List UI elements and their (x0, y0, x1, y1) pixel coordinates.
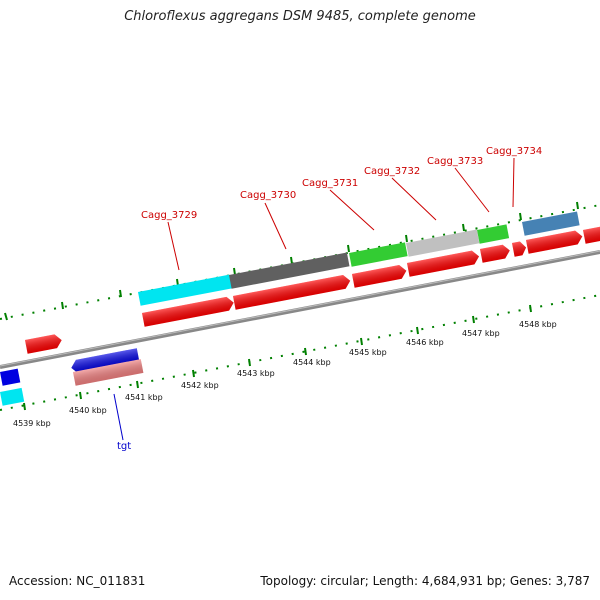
genome-backbone (0, 250, 600, 369)
map-title: Chloroflexus aggregans DSM 9485, complet… (124, 9, 476, 24)
gene-next (583, 224, 600, 244)
gene-label: Cagg_3729 (141, 210, 197, 221)
label-leaders (167, 157, 515, 271)
tgt-leader (113, 393, 124, 441)
gene-label: Cagg_3732 (364, 166, 420, 177)
gene-Cagg_3729 (142, 296, 234, 327)
inner-scale-ring (0, 294, 600, 411)
gene-label: Cagg_3734 (486, 146, 542, 157)
genome-summary-text: Topology: circular; Length: 4,684,931 bp… (260, 574, 590, 588)
trna-label: tgt (117, 441, 131, 452)
scale-label: 4543 kbp (237, 369, 275, 378)
cds-track-reverse (0, 348, 144, 406)
scale-label: 4546 kbp (406, 338, 444, 347)
gene-Cagg_3734 (526, 230, 583, 254)
gene-labels: Cagg_3729 Cagg_3730 Cagg_3731 Cagg_3732 … (141, 146, 542, 221)
gene-Cagg_3730 (233, 275, 351, 310)
gene-upstream (25, 334, 62, 354)
outer-major-ticks (4, 201, 579, 321)
cds-track-forward (25, 224, 600, 354)
scale-label: 4542 kbp (181, 381, 219, 390)
scale-label: 4539 kbp (13, 419, 51, 428)
scale-label: 4545 kbp (349, 348, 387, 357)
gene-Cagg_3731 (352, 265, 407, 288)
gene-Cagg_3733 (480, 244, 510, 263)
gene-label: Cagg_3730 (240, 190, 296, 201)
accession-text: Accession: NC_011831 (9, 574, 146, 588)
scale-label: 4548 kbp (519, 320, 557, 329)
scale-label: 4540 kbp (69, 406, 107, 415)
gene-Cagg_3732 (407, 250, 480, 277)
gene-tgt (73, 359, 144, 386)
scale-label: 4544 kbp (293, 358, 331, 367)
gene-reverse-blue (71, 348, 140, 374)
inner-major-ticks (23, 304, 532, 411)
scale-labels: 4539 kbp 4540 kbp 4541 kbp 4542 kbp 4543… (13, 320, 557, 428)
gene-label: Cagg_3733 (427, 156, 483, 167)
scale-label: 4541 kbp (125, 393, 163, 402)
cog-track-forward (138, 211, 580, 306)
scale-label: 4547 kbp (462, 329, 500, 338)
gene-label: Cagg_3731 (302, 178, 358, 189)
gene-Cagg_3734-small (512, 241, 527, 257)
